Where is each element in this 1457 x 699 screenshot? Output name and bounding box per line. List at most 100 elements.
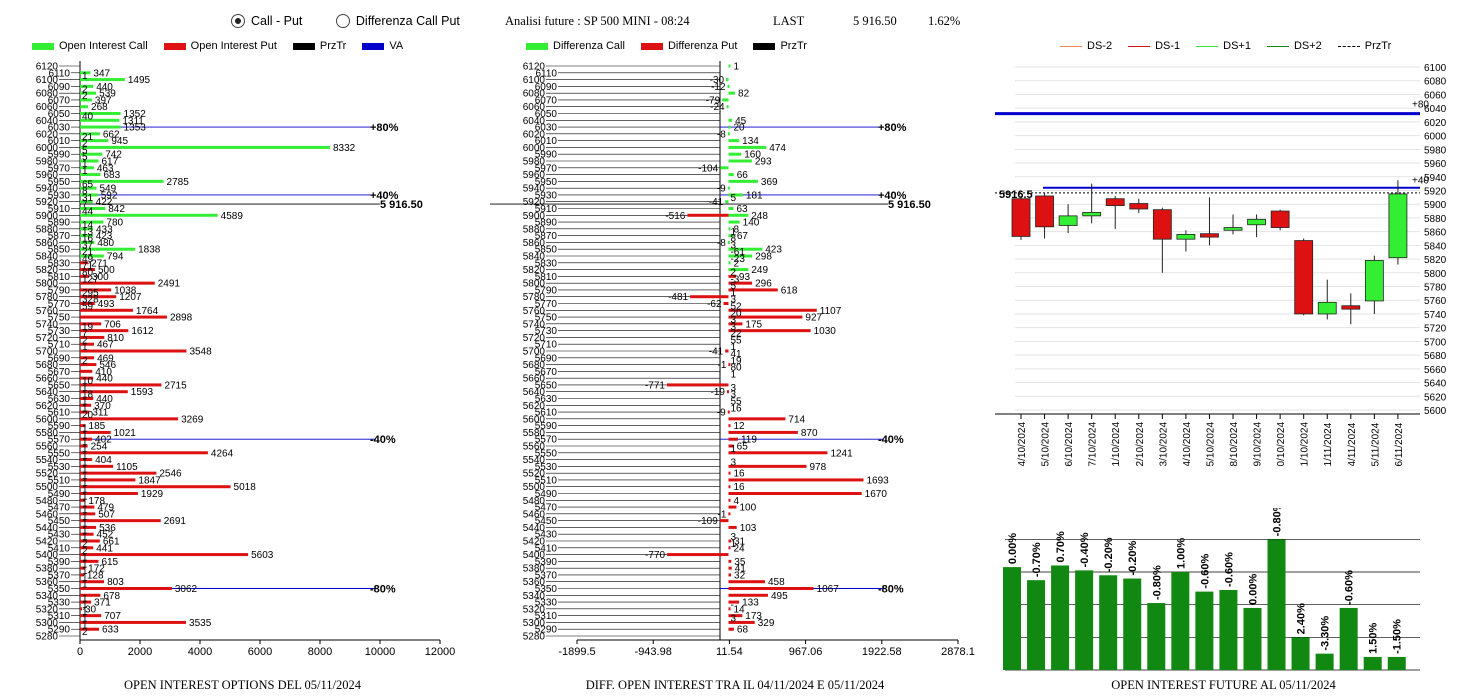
small-value-label: 3 [730,532,736,543]
bar-value-label: 870 [801,428,818,439]
legend-item-ds-1: DS-1 [1128,40,1180,52]
future-oi-bar [1267,539,1286,670]
strike-tick-label: 5440 [36,523,59,534]
strike-tick-label: 5840 [523,252,546,263]
call-bar [728,118,733,122]
put-bar [728,485,731,489]
strike-tick-label: 5830 [48,258,71,269]
put-bar [80,580,105,584]
small-value-label: 1 [82,607,88,618]
future-oi-bar [1387,656,1406,670]
call-bar [80,193,98,197]
put-bar [80,349,187,353]
small-value-label: 2 [82,539,88,550]
bar-value-label: 2785 [167,177,190,188]
strike-tick-label: 6120 [523,62,546,73]
small-value-label: 7 [82,329,88,340]
strike-tick-label: 5280 [523,632,546,643]
small-value-label: 1 [82,553,88,564]
bar-value-label: 1241 [830,448,853,459]
va-label: -80% [370,584,396,596]
small-value-label: 3 [730,383,736,394]
bar-value-label: 618 [781,285,798,296]
small-value-label: 1 [730,342,736,353]
small-value-label: 5 [730,281,736,292]
strike-tick-label: 5990 [535,150,558,161]
date-label: 14/10/2024 [1017,422,1028,466]
bar-value-label: 254 [91,442,108,453]
future-oi-bar [1123,578,1142,670]
bar-value-label: 617 [102,157,119,168]
bar-value-label: -62 [707,299,722,310]
small-value-label: -23 [730,254,745,265]
strike-tick-label: 6040 [36,116,59,127]
bar-value-label: 1207 [119,292,142,303]
call-bar [80,118,120,122]
strike-tick-label: 5470 [48,503,71,514]
strike-tick-label: 5850 [535,245,558,256]
strike-tick-label: 5290 [48,625,71,636]
strike-tick-label: 5410 [48,543,71,554]
bar-value-label: 423 [96,231,113,242]
put-bar [80,335,105,339]
small-value-label: 1 [82,464,88,475]
bar-value-label: -41 [709,347,724,358]
last-change: 1.62% [928,14,961,28]
bar-value-label: 3548 [189,347,212,358]
call-bar [727,186,730,190]
strike-tick-label: 5920 [523,197,546,208]
radio-differenza-call-put[interactable]: Differenza Call Put [335,14,460,28]
y-tick-label: 5680 [1424,351,1447,362]
small-value-label: 1 [730,444,736,455]
radio-call-put[interactable]: Call - Put [231,14,302,28]
strike-tick-label: 5730 [48,326,71,337]
put-bar [80,505,95,509]
strike-tick-label: 5360 [36,577,59,588]
bar-value-label: 293 [755,157,772,168]
bar-value-label: 82 [738,89,750,100]
call-bar [80,132,100,136]
put-bar [728,437,738,441]
legend-item-ds+2: DS+2 [1266,40,1322,52]
put-bar [728,620,755,624]
small-value-label: 49 [82,254,94,265]
small-value-label: 1 [82,437,88,448]
small-value-label: 5 [82,152,88,163]
put-bar [80,410,90,414]
analysis-title: Analisi future : SP 500 MINI - 08:24 [505,14,690,28]
bar-value-label: 8332 [333,143,356,154]
bar-value-label: 742 [105,150,122,161]
call-bar [728,173,734,177]
x-tick-label: 12000 [425,646,456,656]
strike-tick-label: 6020 [523,129,546,140]
small-value-label: 1 [82,342,88,353]
strike-tick-label: 6080 [523,89,546,100]
small-value-label: 295 [82,288,99,299]
x-tick-label: 6000 [248,646,272,656]
strike-tick-label: 5870 [48,231,71,242]
small-value-label: 7 [82,200,88,211]
strike-tick-label: 5840 [36,252,59,263]
bar-value-label: 1929 [141,489,164,500]
y-tick-label: 5920 [1424,186,1447,197]
small-value-label: 71 [82,261,94,272]
put-bar [80,295,117,299]
small-value-label: 2 [82,84,88,95]
strike-tick-label: 5420 [523,537,546,548]
strike-tick-label: 5280 [36,632,59,643]
put-bar [80,390,128,394]
future-oi-label: -0.20% [1103,537,1115,572]
legend-item-call: Open Interest Call [32,40,148,52]
put-bar [80,302,95,305]
call-bar [80,84,94,88]
bar-value-label: 480 [97,238,114,249]
strike-tick-label: 6030 [48,123,71,134]
small-value-label: 1 [82,525,88,536]
candle-down [1294,240,1314,315]
strike-tick-label: 5810 [48,272,71,283]
oi-future-chart: 0.00% -0.70% 0.70% -0.40% -0.20% -0.20% -0.80%… [1003,508,1420,671]
bar-value-label: 134 [742,136,759,147]
small-value-label: 1 [730,227,736,238]
strike-tick-label: 6120 [36,62,59,73]
call-bar [728,91,736,95]
